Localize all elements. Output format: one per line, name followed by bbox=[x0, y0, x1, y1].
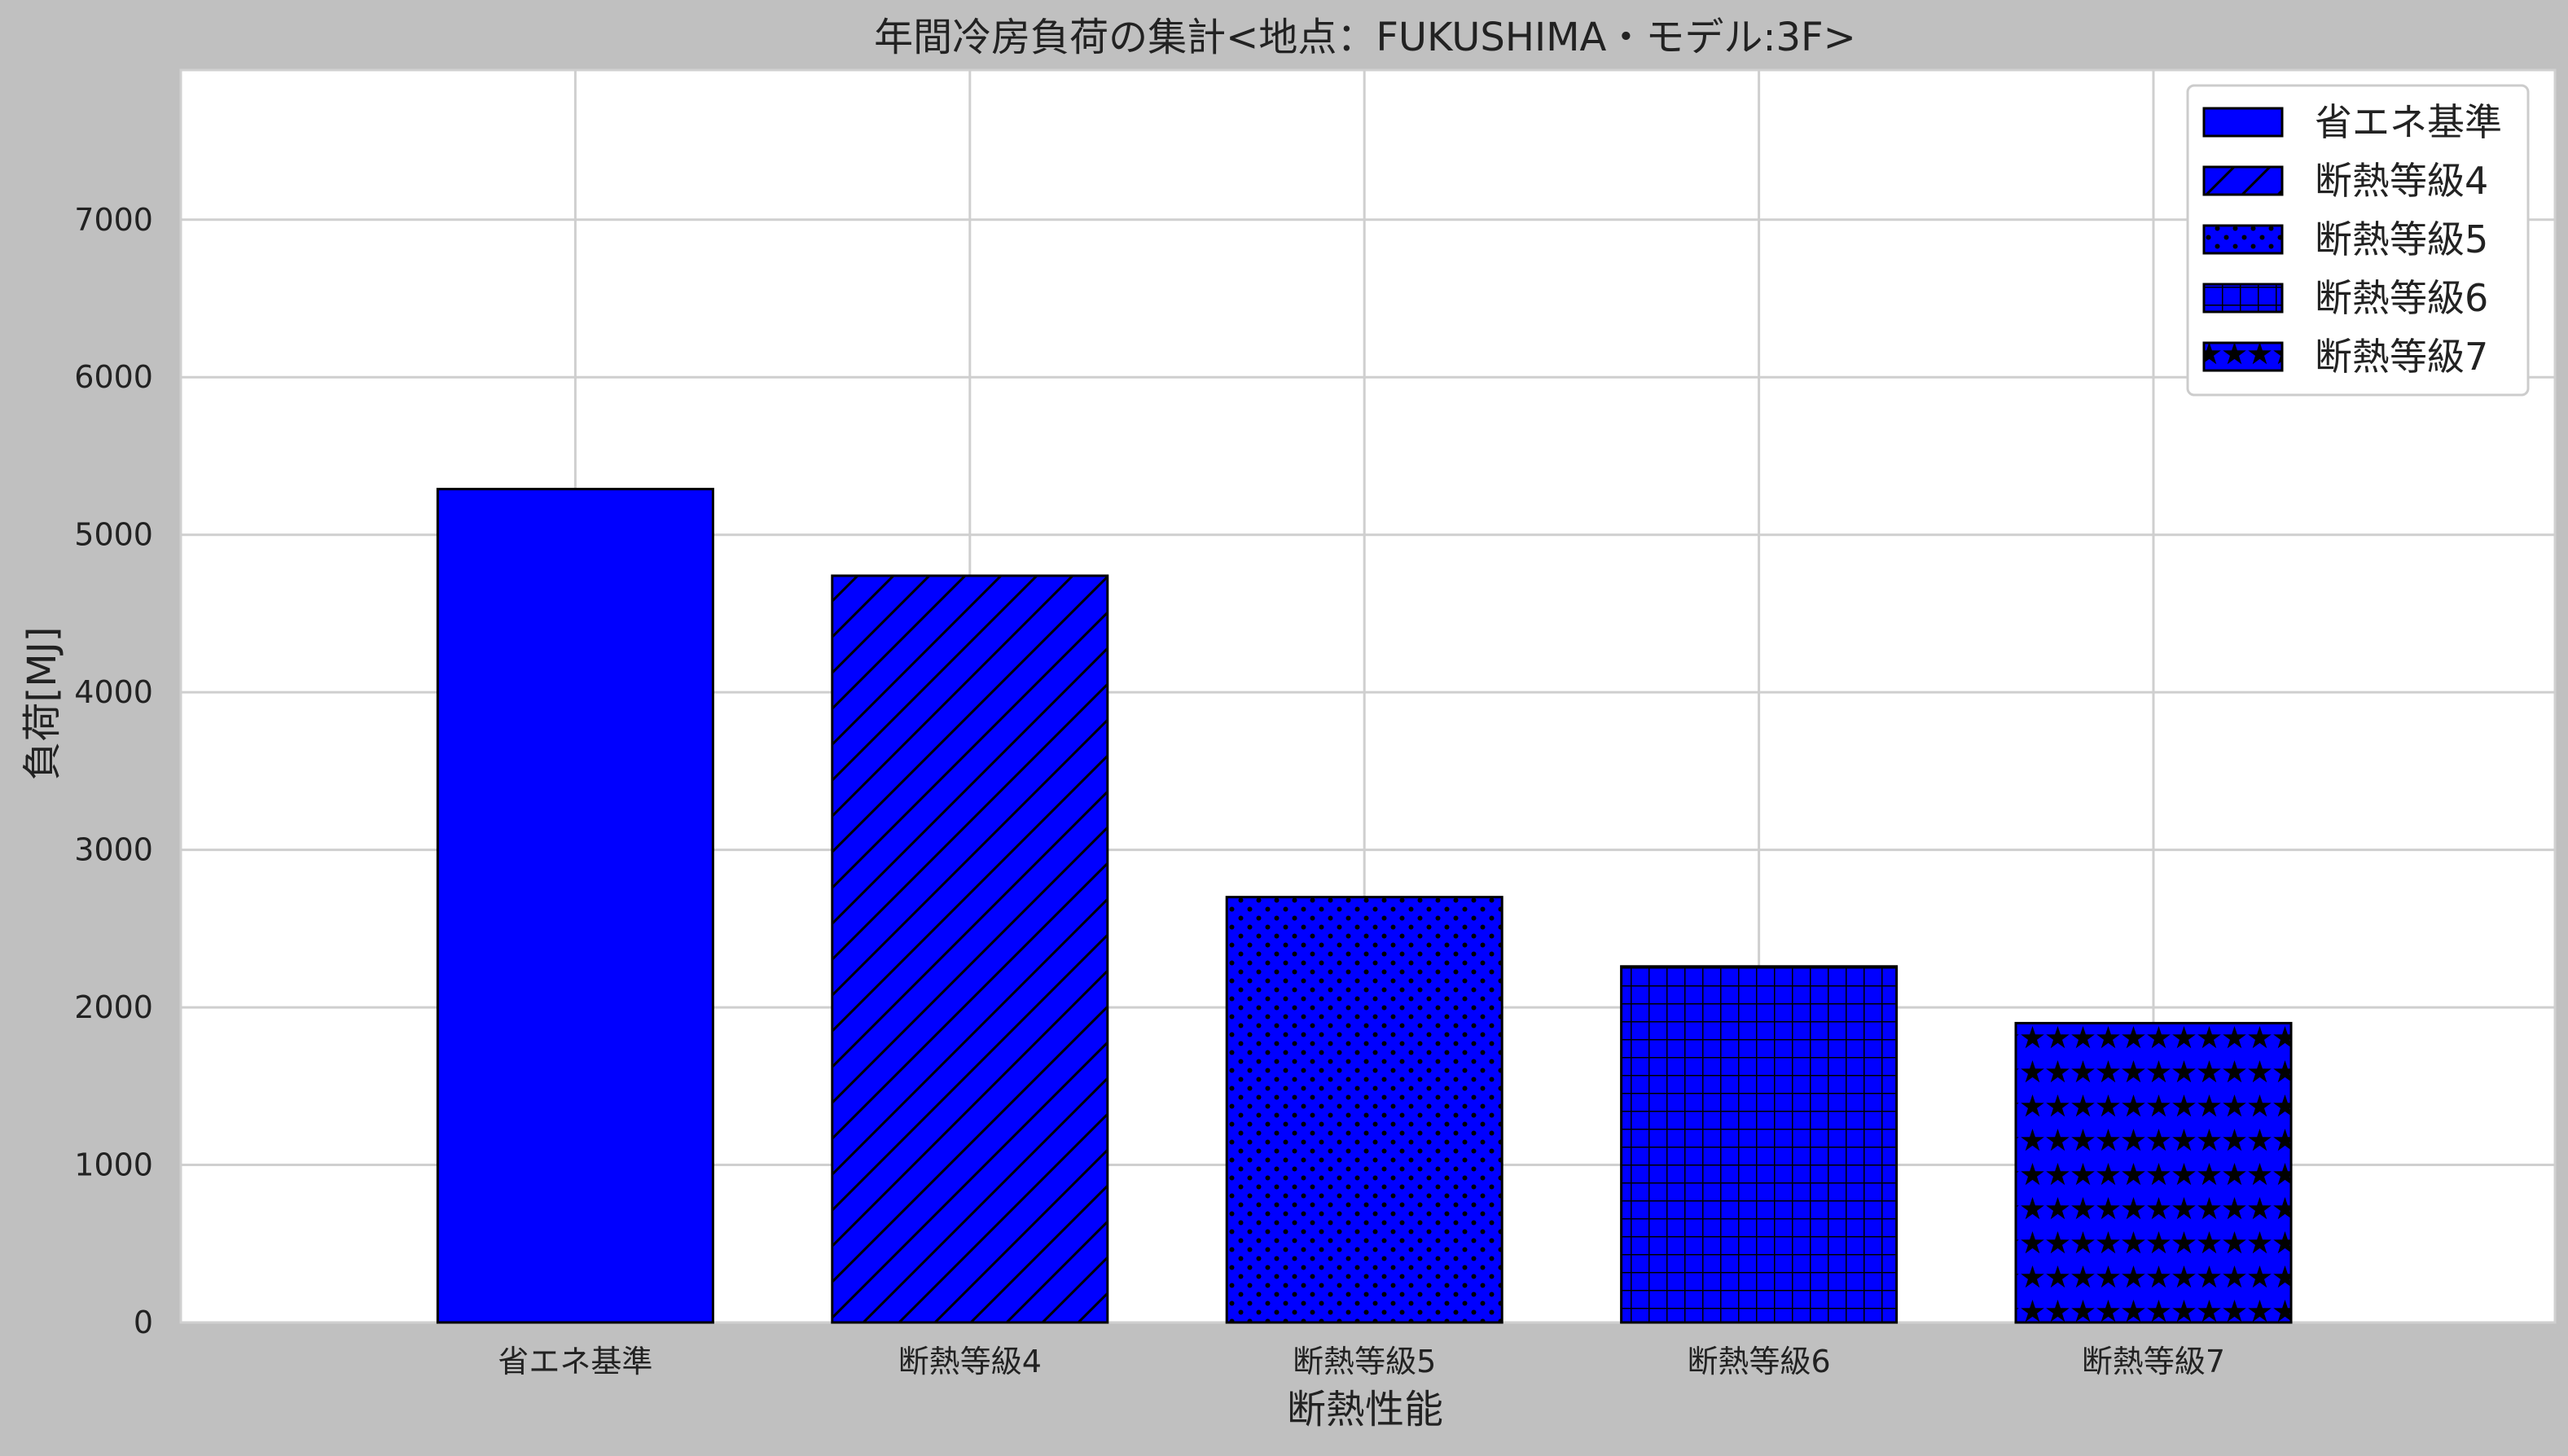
y-tick-label: 0 bbox=[134, 1305, 153, 1340]
x-tick-label: 省エネ基準 bbox=[498, 1344, 652, 1379]
y-tick-label: 6000 bbox=[74, 359, 153, 395]
x-tick-label: 断熱等級7 bbox=[2082, 1344, 2225, 1379]
legend-swatch bbox=[2202, 107, 2284, 138]
y-tick-label: 7000 bbox=[74, 202, 153, 238]
x-tick-label: 断熱等級6 bbox=[1688, 1344, 1831, 1379]
y-tick-label: 2000 bbox=[74, 989, 153, 1025]
bar-1 bbox=[436, 488, 714, 1324]
x-axis-title: 断熱性能 bbox=[1287, 1387, 1443, 1432]
chart-title: 年間冷房負荷の集計<地点：FUKUSHIMA・モデル:3F> bbox=[874, 15, 1856, 60]
y-tick-label: 5000 bbox=[74, 517, 153, 553]
legend-swatch bbox=[2202, 341, 2284, 372]
y-tick-label: 4000 bbox=[74, 674, 153, 710]
legend-swatch bbox=[2202, 283, 2284, 314]
bar-3 bbox=[1225, 896, 1503, 1324]
bar-4 bbox=[1620, 965, 1899, 1324]
x-tick-label: 断熱等級5 bbox=[1293, 1344, 1436, 1379]
legend-swatch bbox=[2202, 165, 2284, 196]
y-tick-label: 1000 bbox=[74, 1147, 153, 1183]
y-axis-title: 負荷[MJ] bbox=[20, 626, 65, 780]
x-axis-ticks: 省エネ基準 断熱等級4 断熱等級5 断熱等級6 断熱等級7 bbox=[498, 1344, 2225, 1379]
legend-label: 断熱等級7 bbox=[2315, 335, 2488, 379]
legend-label: 断熱等級4 bbox=[2315, 159, 2488, 203]
bars bbox=[436, 488, 2293, 1324]
legend-label: 断熱等級6 bbox=[2315, 276, 2488, 320]
legend-label: 省エネ基準 bbox=[2315, 100, 2502, 144]
x-tick-label: 断熱等級4 bbox=[898, 1344, 1042, 1379]
bar-2 bbox=[831, 574, 1109, 1324]
y-tick-label: 3000 bbox=[74, 832, 153, 868]
bar-5 bbox=[2014, 1021, 2293, 1324]
legend-swatch bbox=[2202, 224, 2284, 255]
y-axis-ticks: 0 1000 2000 3000 4000 5000 6000 7000 bbox=[74, 202, 153, 1340]
legend-box bbox=[2186, 84, 2530, 397]
legend-label: 断熱等級5 bbox=[2315, 217, 2488, 261]
